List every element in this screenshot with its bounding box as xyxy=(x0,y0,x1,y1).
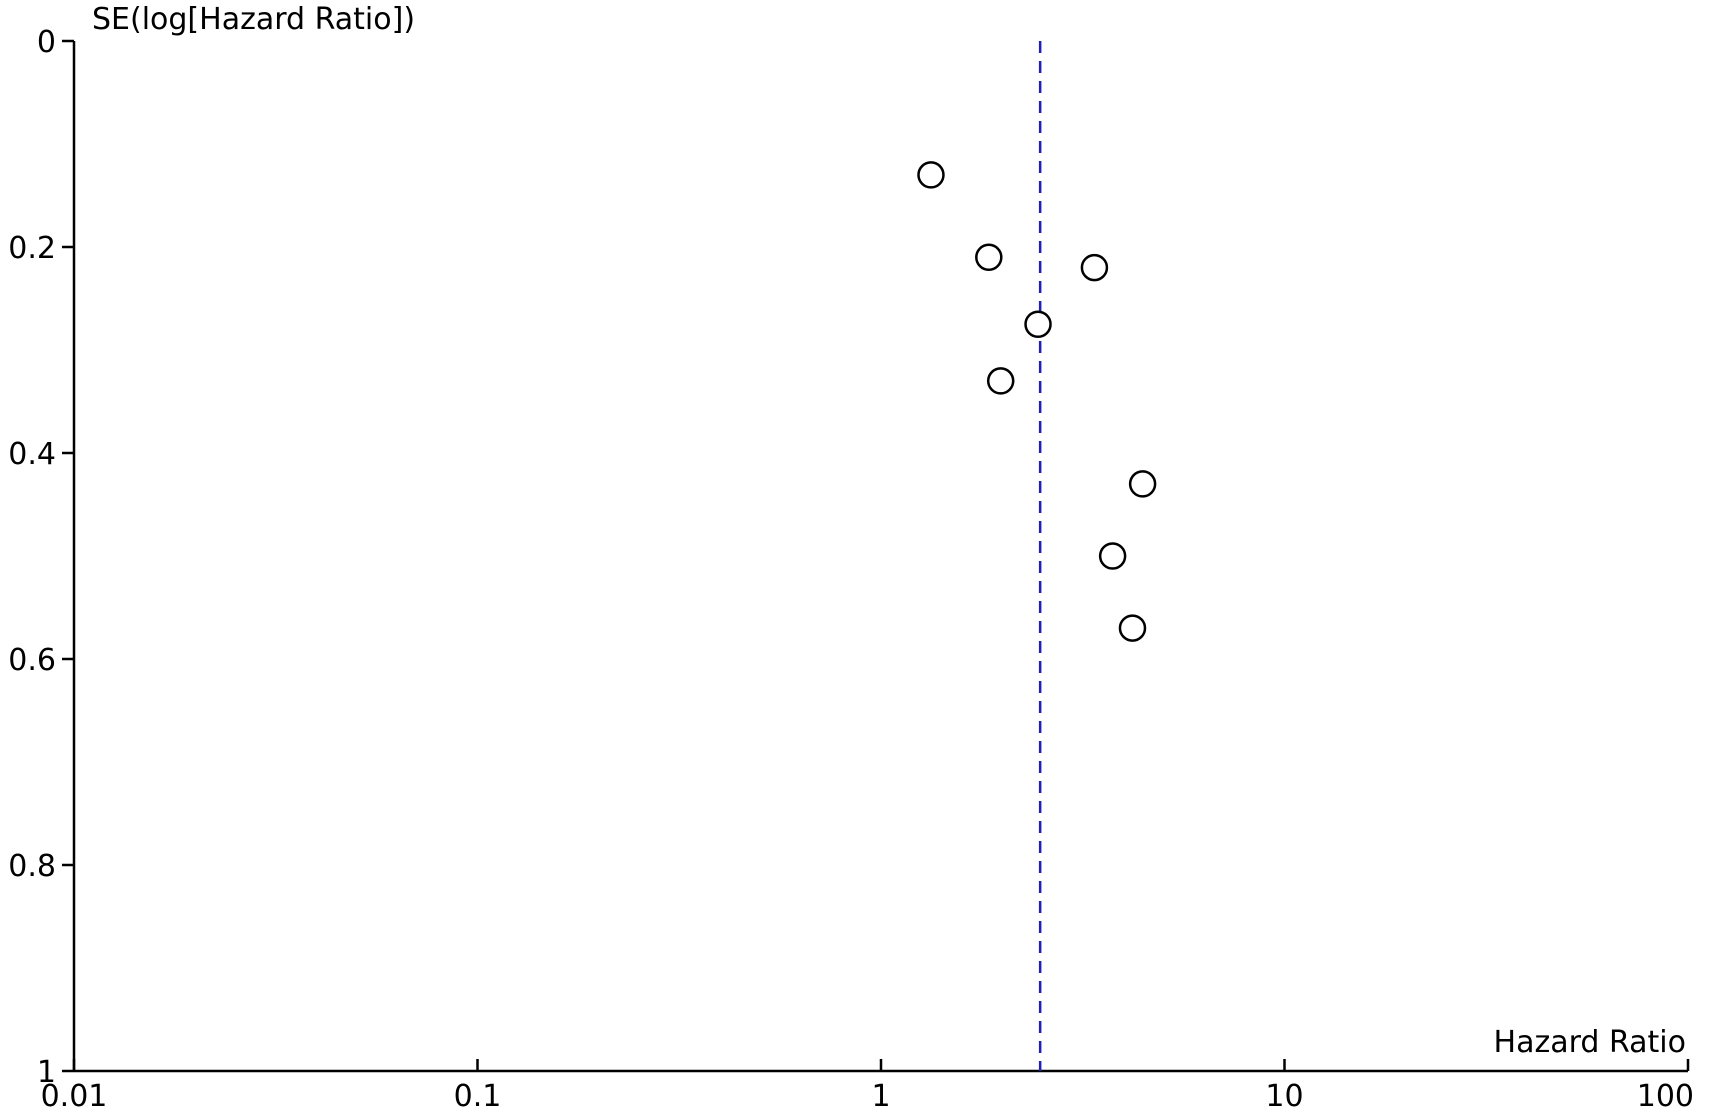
y-tick-label: 0.4 xyxy=(8,437,56,472)
x-tick-label: 0.01 xyxy=(41,1079,108,1114)
x-tick-label: 10 xyxy=(1265,1079,1303,1114)
x-tick-label: 1 xyxy=(871,1079,890,1114)
study-point xyxy=(986,367,1015,395)
y-tick-label: 0.2 xyxy=(8,231,56,266)
study-point xyxy=(975,243,1003,272)
study-points xyxy=(917,161,1157,642)
y-tick-label: 1 xyxy=(37,1055,56,1090)
y-tick-label: 0.6 xyxy=(8,643,56,678)
y-tick-label: 0.8 xyxy=(8,849,56,884)
y-axis-ticks: 0 0.2 0.4 0.6 0.8 1 xyxy=(8,25,74,1090)
study-point xyxy=(1024,310,1052,338)
x-tick-label: 100 xyxy=(1637,1079,1694,1114)
y-tick-label: 0 xyxy=(37,25,56,60)
study-point xyxy=(917,161,945,189)
y-axis-title: SE(log[Hazard Ratio]) xyxy=(92,2,415,37)
study-point xyxy=(1128,470,1157,498)
study-point xyxy=(1118,614,1147,642)
x-axis-title: Hazard Ratio xyxy=(1494,1025,1686,1060)
study-point xyxy=(1080,253,1109,282)
x-tick-label: 0.1 xyxy=(454,1079,502,1114)
study-point xyxy=(1098,542,1127,570)
x-axis-ticks: 0.01 0.1 1 10 100 xyxy=(41,1059,1694,1114)
